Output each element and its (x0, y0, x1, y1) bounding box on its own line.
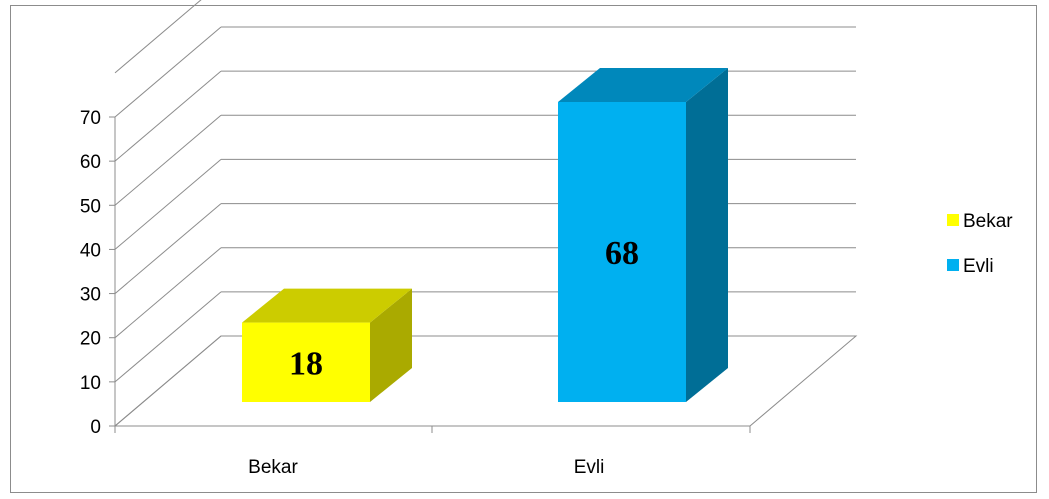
bar-evli: 68 (558, 68, 728, 402)
legend-label: Evli (963, 256, 994, 277)
y-tick-label: 10 (80, 373, 101, 394)
gridline-side (114, 114, 222, 206)
gridline-side (114, 291, 222, 383)
data-label-bekar: 18 (289, 345, 323, 382)
x-category-label: Bekar (248, 457, 298, 478)
gridline-side (114, 159, 222, 250)
legend-swatch (947, 259, 959, 271)
y-tick-label: 60 (80, 152, 101, 173)
chart-frame (10, 5, 1037, 493)
x-axis-categories: Bekar Evli (248, 457, 604, 478)
y-tick-label: 0 (90, 417, 101, 438)
y-tick-label: 50 (80, 196, 101, 217)
bar-top-evli (558, 68, 728, 102)
gridline-side (114, 247, 222, 339)
y-tick-label: 30 (80, 285, 101, 306)
y-tick-label: 70 (80, 108, 101, 129)
bar-bekar: 18 (242, 288, 412, 402)
legend-swatch (947, 214, 959, 226)
bar-side-evli (686, 68, 728, 402)
bar-side-bekar (370, 288, 412, 402)
legend-item-evli: Evli (947, 256, 994, 277)
gridline-side (114, 70, 222, 162)
chart-floor (113, 335, 858, 427)
chart-walls (113, 0, 858, 427)
x-category-label: Evli (574, 457, 605, 478)
y-tick-label: 40 (80, 240, 101, 261)
bar-front-evli (558, 102, 686, 402)
bar-front-bekar (242, 322, 370, 402)
gridline-side (114, 0, 202, 74)
gridline-side (114, 335, 222, 427)
legend: Bekar Evli (947, 211, 1013, 277)
legend-item-bekar: Bekar (947, 211, 1013, 232)
y-axis-ticks: 0 10 20 30 40 50 60 70 (80, 108, 751, 438)
gridline-side (114, 203, 222, 294)
bar-top-bekar (242, 288, 412, 323)
y-tick-label: 20 (80, 329, 101, 350)
gridline-side (114, 26, 222, 118)
data-label-evli: 68 (605, 235, 639, 272)
legend-label: Bekar (963, 211, 1013, 232)
